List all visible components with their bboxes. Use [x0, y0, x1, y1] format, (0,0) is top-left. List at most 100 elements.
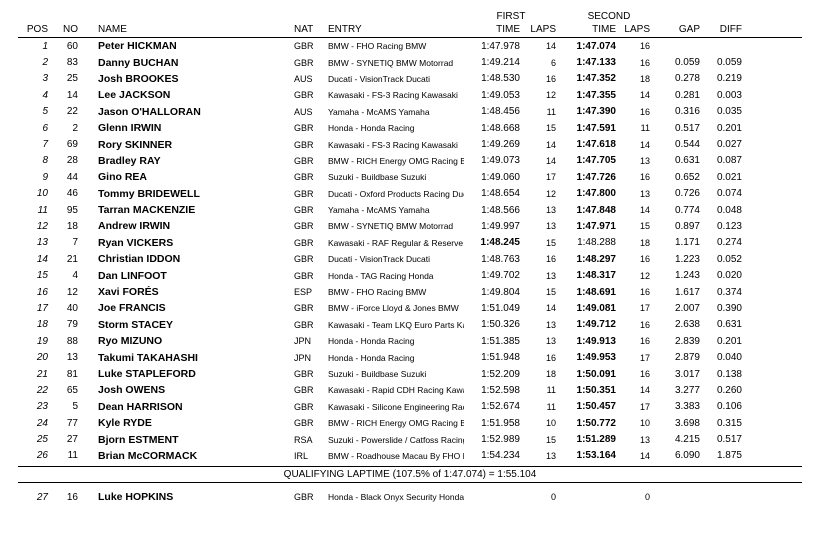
cell-pos: 20 [18, 352, 54, 363]
cell-entry: Suzuki - Buildbase Suzuki [324, 369, 464, 379]
cell-laps2: 13 [616, 156, 654, 166]
cell-no: 18 [54, 221, 84, 232]
cell-laps1: 15 [520, 123, 560, 133]
cell-laps1: 15 [520, 238, 560, 248]
cell-pos: 21 [18, 369, 54, 380]
cell-no: 11 [54, 450, 84, 461]
cell-diff: 0.260 [700, 385, 746, 396]
cell-time2: 1:47.800 [560, 188, 616, 199]
cell-diff: 0.059 [700, 57, 746, 68]
cell-entry: Kawasaki - FS-3 Racing Kawasaki [324, 140, 464, 150]
cell-nat: ESP [294, 287, 324, 297]
cell-name: Storm STACEY [84, 319, 294, 331]
cell-laps1: 13 [520, 271, 560, 281]
table-row: 1988Ryo MIZUNOJPNHonda - Honda Racing1:5… [18, 333, 802, 349]
cell-time1: 1:51.958 [464, 418, 520, 429]
table-row: 1218Andrew IRWINGBRBMW - SYNETIQ BMW Mot… [18, 218, 802, 234]
cell-gap: 3.277 [654, 385, 700, 396]
cell-time2: 1:50.457 [560, 401, 616, 412]
cell-laps1: 10 [520, 418, 560, 428]
cell-no: 16 [54, 492, 84, 503]
table-row: 325Josh BROOKESAUSDucati - VisionTrack D… [18, 71, 802, 87]
cell-nat: AUS [294, 74, 324, 84]
cell-gap: 1.171 [654, 237, 700, 248]
cell-pos: 6 [18, 123, 54, 134]
cell-laps2: 17 [616, 353, 654, 363]
cell-no: 12 [54, 287, 84, 298]
cell-laps1: 15 [520, 435, 560, 445]
cell-gap: 3.017 [654, 369, 700, 380]
cell-pos: 17 [18, 303, 54, 314]
cell-diff: 0.201 [700, 123, 746, 134]
table-row: 2477Kyle RYDEGBRBMW - RICH Energy OMG Ra… [18, 415, 802, 431]
cell-laps1: 0 [520, 492, 560, 502]
cell-laps1: 16 [520, 353, 560, 363]
cell-name: Josh OWENS [84, 384, 294, 396]
header-time2: TIME [560, 24, 616, 35]
cell-time2: 1:47.390 [560, 106, 616, 117]
cell-time2: 1:53.164 [560, 450, 616, 461]
cell-laps1: 13 [520, 320, 560, 330]
cell-diff: 0.020 [700, 270, 746, 281]
cell-gap: 3.698 [654, 418, 700, 429]
cell-time1: 1:49.702 [464, 270, 520, 281]
cell-laps2: 18 [616, 74, 654, 84]
cell-time2: 1:47.355 [560, 90, 616, 101]
cell-time1: 1:48.654 [464, 188, 520, 199]
cell-diff: 0.040 [700, 352, 746, 363]
cell-gap: 0.652 [654, 172, 700, 183]
cell-pos: 26 [18, 450, 54, 461]
header-entry: ENTRY [324, 24, 464, 35]
cell-nat: GBR [294, 189, 324, 199]
cell-no: 25 [54, 73, 84, 84]
cell-pos: 27 [18, 492, 54, 503]
cell-nat: GBR [294, 156, 324, 166]
cell-nat: GBR [294, 172, 324, 182]
cell-gap: 0.278 [654, 73, 700, 84]
table-row: 1740Joe FRANCISGBRBMW - iForce Lloyd & J… [18, 300, 802, 316]
cell-entry: BMW - SYNETIQ BMW Motorrad [324, 58, 464, 68]
cell-laps2: 14 [616, 385, 654, 395]
cell-laps2: 13 [616, 189, 654, 199]
cell-no: 22 [54, 106, 84, 117]
cell-diff: 1.875 [700, 450, 746, 461]
cell-laps2: 10 [616, 418, 654, 428]
cell-entry: Honda - TAG Racing Honda [324, 271, 464, 281]
header-nat: NAT [294, 24, 324, 35]
cell-nat: GBR [294, 271, 324, 281]
cell-name: Jason O'HALLORAN [84, 106, 294, 118]
table-row: 2611Brian McCORMACKIRLBMW - Roadhouse Ma… [18, 448, 802, 464]
cell-gap: 2.007 [654, 303, 700, 314]
cell-laps2: 16 [616, 172, 654, 182]
cell-laps2: 12 [616, 271, 654, 281]
table-row: 235Dean HARRISONGBRKawasaki - Silicone E… [18, 399, 802, 415]
cell-pos: 14 [18, 254, 54, 265]
cell-no: 65 [54, 385, 84, 396]
cell-name: Luke HOPKINS [84, 491, 294, 503]
table-row: 2013Takumi TAKAHASHIJPNHonda - Honda Rac… [18, 349, 802, 365]
cell-nat: GBR [294, 221, 324, 231]
table-row: 414Lee JACKSONGBRKawasaki - FS-3 Racing … [18, 87, 802, 103]
cell-diff: 0.074 [700, 188, 746, 199]
table-row: 283Danny BUCHANGBRBMW - SYNETIQ BMW Moto… [18, 54, 802, 70]
cell-entry: BMW - iForce Lloyd & Jones BMW [324, 303, 464, 313]
cell-time2: 1:47.352 [560, 73, 616, 84]
cell-gap: 4.215 [654, 434, 700, 445]
cell-name: Bradley RAY [84, 155, 294, 167]
cell-time1: 1:48.668 [464, 123, 520, 134]
cell-nat: GBR [294, 90, 324, 100]
cell-pos: 2 [18, 57, 54, 68]
cell-pos: 18 [18, 319, 54, 330]
cell-laps2: 15 [616, 221, 654, 231]
cell-nat: GBR [294, 254, 324, 264]
cell-time1: 1:52.989 [464, 434, 520, 445]
cell-pos: 3 [18, 73, 54, 84]
cell-name: Luke STAPLEFORD [84, 368, 294, 380]
cell-name: Christian IDDON [84, 253, 294, 265]
cell-time2: 1:47.133 [560, 57, 616, 68]
table-row: 2265Josh OWENSGBRKawasaki - Rapid CDH Ra… [18, 382, 802, 398]
cell-name: Tarran MACKENZIE [84, 204, 294, 216]
header-no: NO [54, 24, 84, 35]
cell-name: Bjorn ESTMENT [84, 434, 294, 446]
cell-pos: 15 [18, 270, 54, 281]
